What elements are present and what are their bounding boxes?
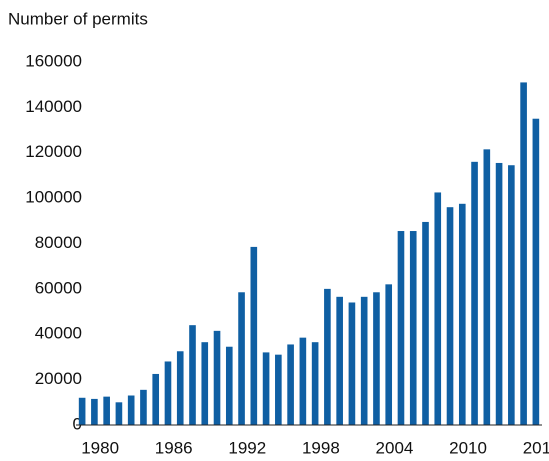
bar <box>213 330 221 425</box>
x-tick-label: 1986 <box>155 438 193 457</box>
x-tick-label: 2016 <box>523 438 549 457</box>
bar <box>201 342 209 425</box>
y-axis-label: Number of permits <box>8 9 148 28</box>
bar <box>397 231 405 425</box>
bar <box>336 296 343 425</box>
y-tick-label: 40000 <box>35 324 82 343</box>
y-tick-label: 140000 <box>25 97 82 116</box>
bar <box>140 389 147 425</box>
bar <box>275 354 282 425</box>
bar <box>115 402 123 425</box>
y-tick-label: 160000 <box>25 51 82 70</box>
bar <box>446 207 454 425</box>
bar <box>348 302 356 425</box>
y-tick-label: 0 <box>73 414 82 433</box>
bar <box>262 352 270 425</box>
bar <box>91 398 98 425</box>
bar <box>176 351 184 425</box>
bar <box>458 203 466 425</box>
x-tick-label: 1980 <box>81 438 119 457</box>
y-tick-label: 80000 <box>35 233 82 252</box>
bar <box>434 192 442 425</box>
bar <box>311 342 319 425</box>
bar <box>483 149 491 426</box>
bar <box>532 118 540 425</box>
bar <box>250 246 258 425</box>
bar <box>299 337 307 425</box>
bar <box>238 292 245 425</box>
x-tick-label: 1998 <box>302 438 340 457</box>
x-tick-label: 1992 <box>228 438 266 457</box>
bar <box>385 284 393 425</box>
x-tick-label: 2004 <box>376 438 414 457</box>
bar <box>373 292 380 425</box>
bar <box>164 361 172 425</box>
bar <box>324 288 331 425</box>
bar <box>225 346 233 425</box>
y-tick-label: 20000 <box>35 369 82 388</box>
bar <box>152 373 160 425</box>
bar <box>520 82 527 425</box>
bar <box>127 395 135 425</box>
bar <box>103 396 110 425</box>
bar <box>495 162 503 425</box>
y-tick-label: 100000 <box>25 188 82 207</box>
bar <box>78 397 86 425</box>
x-tick-label: 2010 <box>449 438 487 457</box>
y-tick-label: 60000 <box>35 278 82 297</box>
bar <box>422 221 429 425</box>
bar <box>287 344 294 425</box>
bar <box>471 161 478 425</box>
y-tick-label: 120000 <box>25 142 82 161</box>
bar <box>508 165 515 425</box>
bar <box>189 325 196 425</box>
bar <box>409 231 417 425</box>
bar <box>360 296 368 425</box>
